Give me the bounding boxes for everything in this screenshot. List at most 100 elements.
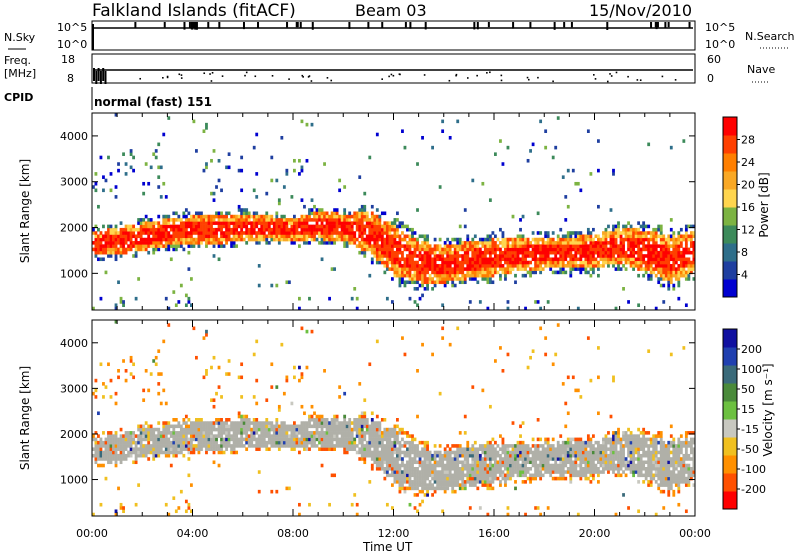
velocity-cell — [202, 424, 206, 429]
power-cell — [617, 264, 620, 268]
velocity-cell — [398, 431, 402, 435]
velocity-cell — [438, 476, 442, 481]
velocity-cell — [375, 434, 379, 438]
power-cell — [265, 221, 269, 225]
power-cell — [458, 277, 462, 281]
velocity-cell — [159, 401, 163, 406]
velocity-cell — [368, 437, 372, 442]
power-cell — [408, 250, 412, 255]
power-colorbar-swatch — [723, 135, 737, 154]
velocity-cell — [257, 470, 261, 474]
power-cell — [164, 218, 168, 222]
power-cell — [662, 277, 666, 281]
power-cell — [662, 247, 666, 252]
power-cell — [300, 214, 304, 219]
power-cell — [571, 244, 575, 248]
velocity-cell — [187, 457, 191, 461]
power-cell — [298, 234, 301, 239]
power-cell — [154, 221, 158, 225]
power-cell — [315, 218, 319, 222]
velocity-cell — [481, 444, 485, 448]
velocity-cell — [109, 378, 113, 383]
velocity-cell — [466, 480, 470, 484]
power-cell — [380, 244, 384, 248]
velocity-cell — [433, 467, 437, 471]
velocity-cell — [217, 447, 221, 451]
power-cell — [566, 260, 570, 265]
power-cell — [378, 227, 382, 232]
power-cell — [343, 241, 347, 245]
power-cell — [313, 231, 316, 235]
velocity-cell — [210, 421, 213, 425]
power-cell — [423, 267, 427, 271]
velocity-cell — [521, 460, 525, 465]
power-cell — [481, 264, 485, 268]
power-cell — [514, 241, 517, 245]
velocity-cell — [468, 463, 472, 468]
power-cell — [406, 224, 409, 229]
power-cell — [252, 227, 256, 232]
power-cell — [375, 208, 379, 212]
power-cell — [491, 237, 495, 242]
velocity-cell — [240, 440, 244, 445]
velocity-cell — [313, 444, 316, 448]
velocity-cell — [222, 444, 226, 448]
velocity-cell — [506, 506, 510, 510]
velocity-cell — [411, 460, 414, 465]
velocity-cell — [478, 444, 482, 448]
power-cell — [486, 277, 490, 281]
power-cell — [667, 267, 671, 271]
power-cell — [200, 231, 203, 235]
power-cell — [142, 241, 146, 245]
power-cell — [373, 244, 377, 248]
power-cell — [506, 264, 510, 268]
power-cell — [162, 231, 166, 235]
power-cell — [403, 257, 407, 262]
power-cell — [119, 250, 123, 255]
power-cell — [438, 185, 442, 189]
power-cell — [230, 214, 233, 219]
power-cell — [167, 116, 171, 120]
velocity-cell — [423, 450, 427, 455]
power-cell — [679, 237, 683, 242]
velocity-cell — [383, 434, 387, 438]
power-cell — [179, 224, 183, 229]
power-cell — [260, 237, 264, 242]
velocity-cell — [257, 424, 261, 429]
power-cell — [104, 237, 108, 242]
power-cell — [257, 234, 261, 239]
power-cell — [333, 211, 337, 216]
power-cell — [114, 231, 118, 235]
power-cell — [378, 254, 382, 258]
power-cell — [456, 260, 460, 265]
velocity-cell — [144, 444, 148, 448]
power-cell — [338, 214, 342, 219]
velocity-cell — [167, 421, 171, 425]
power-cell — [589, 257, 593, 262]
power-cell — [451, 257, 455, 262]
velocity-cell — [408, 450, 412, 455]
power-cell — [385, 267, 389, 271]
power-cell — [242, 208, 246, 212]
power-cell — [602, 244, 605, 248]
power-cell — [657, 270, 661, 275]
power-cell — [677, 237, 681, 242]
power-cell — [413, 264, 417, 268]
power-cell — [393, 227, 397, 232]
velocity-cell — [388, 437, 392, 442]
power-cell — [634, 244, 638, 248]
velocity-cell — [335, 418, 339, 422]
power-cell — [340, 224, 344, 229]
nave-dot — [455, 73, 458, 76]
velocity-cell — [375, 414, 379, 419]
power-cell — [433, 244, 437, 248]
power-cell — [566, 168, 570, 173]
velocity-cell — [426, 453, 429, 458]
power-cell — [167, 237, 171, 242]
power-cell — [566, 254, 570, 258]
velocity-cell — [97, 444, 100, 448]
power-cell — [654, 267, 658, 271]
nave-dot — [254, 75, 257, 78]
power-cell — [290, 218, 294, 222]
power-cell — [350, 224, 354, 229]
